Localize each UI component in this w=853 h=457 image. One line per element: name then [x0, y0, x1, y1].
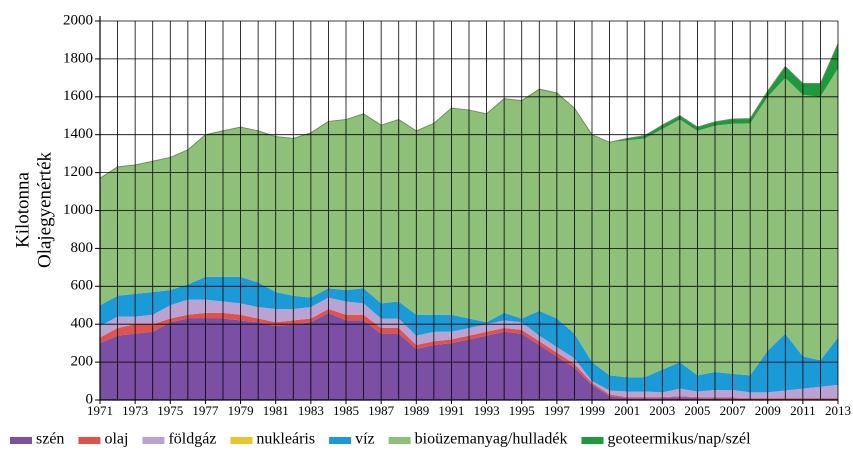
- x-tick-label: 1981: [263, 403, 289, 418]
- x-tick-label: 1991: [438, 403, 464, 418]
- legend-swatch: [230, 437, 253, 444]
- x-tick-label: 1989: [403, 403, 429, 418]
- area: [100, 276, 838, 393]
- y-tick-label: 800: [71, 240, 94, 256]
- x-tick-label: 1983: [298, 403, 324, 418]
- x-tick-label: 1971: [87, 403, 113, 418]
- legend-label: szén: [36, 431, 64, 448]
- x-tick-label: 1975: [157, 403, 183, 418]
- legend-label: geoteermikus/nap/szél: [607, 431, 751, 448]
- legend-swatch: [581, 437, 604, 444]
- legend-swatch: [329, 437, 352, 444]
- legend-label: földgáz: [168, 431, 216, 448]
- y-axis-label: Kilotonna: [12, 171, 33, 248]
- y-tick-label: 2000: [63, 12, 93, 28]
- x-tick-label: 1977: [192, 403, 219, 418]
- x-tick-label: 2007: [720, 403, 747, 418]
- y-tick-label: 1000: [63, 202, 93, 218]
- legend-label: víz: [355, 431, 375, 448]
- x-tick-label: 1979: [228, 403, 254, 418]
- x-tick-label: 1997: [544, 403, 571, 418]
- y-tick-label: 400: [71, 316, 94, 332]
- x-tick-label: 1985: [333, 403, 359, 418]
- legend-swatch: [388, 437, 411, 444]
- legend-swatch: [142, 437, 165, 444]
- x-tick-label: 2013: [825, 403, 851, 418]
- y-tick-label: 1200: [63, 164, 93, 180]
- x-tick-label: 2005: [684, 403, 710, 418]
- x-tick-label: 1973: [122, 403, 148, 418]
- legend-label: bioüzemanyag/hulladék: [415, 431, 568, 448]
- legend-swatch: [78, 437, 101, 444]
- x-tick-label: 2001: [614, 403, 640, 418]
- area: [100, 297, 838, 399]
- legend-label: nukleáris: [256, 431, 315, 448]
- x-tick-label: 2003: [649, 403, 675, 418]
- x-tick-label: 1995: [509, 403, 535, 418]
- x-tick-label: 1999: [579, 403, 605, 418]
- x-tick-label: 1993: [474, 403, 500, 418]
- y-tick-label: 0: [86, 391, 94, 407]
- y-tick-label: 1800: [63, 50, 93, 66]
- x-tick-label: 2011: [790, 403, 816, 418]
- y-tick-label: 1600: [63, 88, 93, 104]
- y-tick-label: 1400: [63, 126, 93, 142]
- legend-label: olaj: [104, 431, 128, 448]
- y-tick-label: 200: [71, 354, 94, 370]
- area: [100, 309, 838, 400]
- y-axis-label: Olajegyenérték: [34, 151, 55, 268]
- x-tick-label: 1987: [368, 403, 395, 418]
- x-tick-label: 2009: [755, 403, 781, 418]
- y-tick-label: 600: [71, 278, 94, 294]
- legend-swatch: [10, 437, 32, 444]
